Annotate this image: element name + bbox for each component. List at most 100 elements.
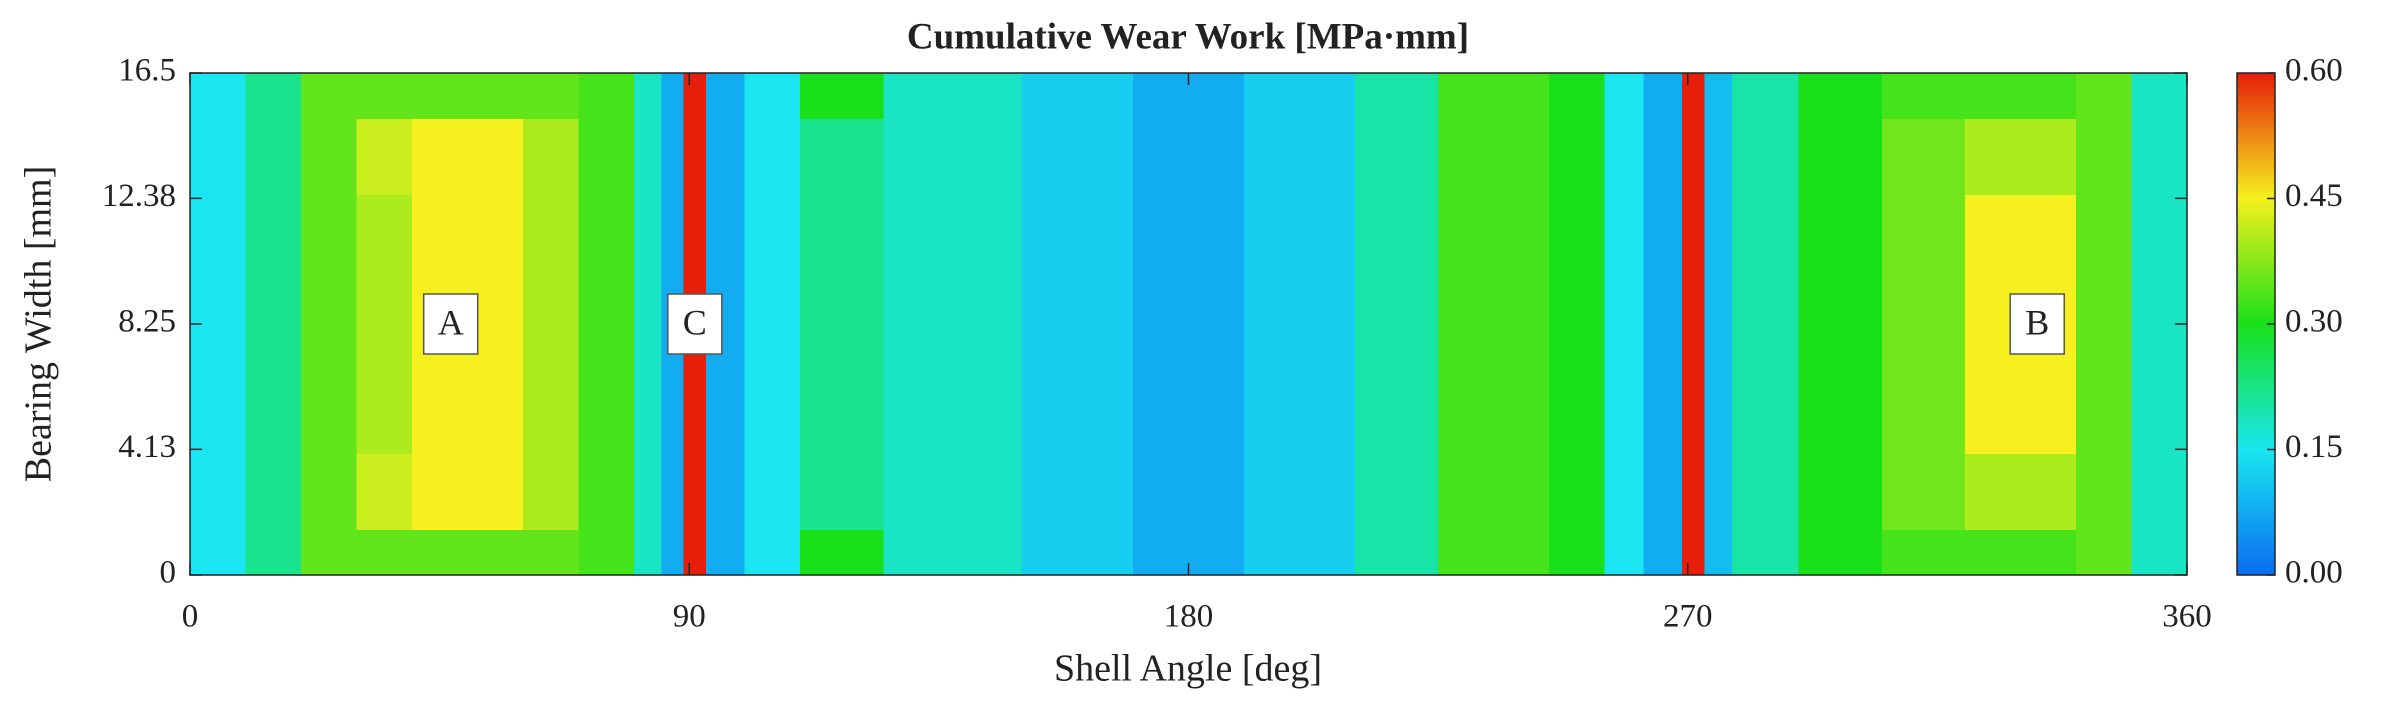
heatmap-cell [705, 118, 746, 196]
annotation-box [667, 293, 723, 355]
heatmap-cell [1798, 453, 1883, 530]
x-tick-label: 180 [1164, 599, 1214, 635]
heatmap-cell [683, 529, 707, 576]
heatmap-cell [300, 118, 357, 196]
heatmap-cell [800, 73, 884, 120]
heatmap-cell [1354, 118, 1439, 196]
heatmap-cell [1798, 529, 1883, 576]
heatmap-cell [1965, 453, 2077, 530]
heatmap-cell [1438, 194, 1550, 325]
heatmap-cell [1604, 73, 1644, 120]
y-tick-label: 16.5 [118, 53, 176, 89]
heatmap-cell [300, 194, 357, 325]
heatmap-cell [883, 324, 1023, 454]
heatmap-cell [705, 529, 746, 576]
chart-title: Cumulative Wear Work [MPa·mm] [907, 16, 1469, 57]
heatmap-cell [2131, 73, 2188, 120]
annotation: B [2025, 302, 2049, 342]
heatmap-cell [744, 453, 801, 530]
heatmap-cell [522, 453, 579, 530]
heatmap-cell [633, 194, 663, 325]
heatmap-cell [1022, 73, 1134, 120]
heatmap-cell [356, 194, 413, 325]
heatmap-cell [1798, 73, 1883, 120]
heatmap-cell [683, 324, 707, 454]
heatmap-cell [683, 194, 707, 325]
heatmap-cell [1881, 453, 1966, 530]
heatmap-cell [245, 324, 302, 454]
heatmap-cell [2076, 529, 2133, 576]
heatmap-cell [1643, 194, 1683, 325]
heatmap-cell [744, 529, 801, 576]
heatmap-cell [578, 194, 635, 325]
heatmap-cell [2131, 194, 2188, 325]
y-axis-label: Bearing Width [mm] [18, 166, 60, 483]
heatmap-cell [883, 453, 1023, 530]
heatmap-cell [2076, 453, 2133, 530]
heatmap-cell [800, 453, 884, 530]
heatmap-cell [300, 529, 357, 576]
heatmap-cell [1549, 324, 1606, 454]
heatmap-cell [800, 529, 884, 576]
heatmap-cell [2076, 118, 2133, 196]
heatmap-cell [1604, 118, 1644, 196]
y-tick-label: 8.25 [118, 304, 176, 340]
heatmap-cell [1133, 324, 1245, 454]
heatmap-cell [661, 324, 685, 454]
heatmap-cell [1438, 529, 1550, 576]
colorbar [2236, 72, 2276, 576]
heatmap-cell [1732, 453, 1800, 530]
heatmap-cell [245, 118, 302, 196]
heatmap-cell [190, 529, 246, 576]
heatmap-cell [1704, 529, 1733, 576]
heatmap-cell [356, 118, 413, 196]
heatmap-cell [883, 529, 1023, 576]
heatmap-cell [1133, 194, 1245, 325]
heatmap-cell [1438, 118, 1550, 196]
heatmap-cell [1243, 529, 1356, 576]
heatmap-cell [1022, 118, 1134, 196]
heatmap-cell [2131, 324, 2188, 454]
heatmap-cell [1704, 324, 1733, 454]
heatmap-cell [633, 324, 663, 454]
heatmap-cell [744, 118, 801, 196]
heatmap-cell [883, 194, 1023, 325]
heatmap-cell [190, 118, 246, 196]
x-tick-label: 270 [1663, 599, 1713, 635]
heatmap-cell [245, 73, 302, 120]
heatmap-cell [411, 118, 524, 196]
heatmap-cell [578, 529, 635, 576]
heatmap-cell [1022, 453, 1134, 530]
heatmap-cell [1243, 73, 1356, 120]
annotation: A [438, 302, 464, 342]
heatmap-cell [1604, 453, 1644, 530]
colorbar-tick-label: 0.15 [2285, 429, 2343, 465]
colorbar-tick-label: 0.45 [2285, 178, 2343, 214]
heatmap-cell [1682, 324, 1705, 454]
heatmap-cell [1704, 453, 1733, 530]
heatmap-cell [1354, 324, 1439, 454]
heatmap-cell [356, 73, 413, 120]
heatmap-cell [1643, 73, 1683, 120]
heatmap-cell [1354, 453, 1439, 530]
heatmap-cell [1604, 529, 1644, 576]
heatmap-cell [1732, 118, 1800, 196]
heatmap-cell [2131, 453, 2188, 530]
heatmap-cell [1549, 73, 1606, 120]
heatmap-cell [633, 529, 663, 576]
heatmap-cell [1549, 118, 1606, 196]
heatmap-cell [1243, 324, 1356, 454]
heatmap-cell [1704, 118, 1733, 196]
heatmap-cell [356, 324, 413, 454]
heatmap-cell [661, 118, 685, 196]
heatmap-cell [190, 453, 246, 530]
heatmap-cell [683, 118, 707, 196]
heatmap-cell [1243, 118, 1356, 196]
heatmap-cell [190, 194, 246, 325]
heatmap-cell [2131, 529, 2188, 576]
heatmap-cell [522, 324, 579, 454]
heatmap-cell [2076, 73, 2133, 120]
annotation-box [2009, 293, 2065, 355]
heatmap-cell [1881, 194, 1966, 325]
heatmap-cell [1549, 194, 1606, 325]
